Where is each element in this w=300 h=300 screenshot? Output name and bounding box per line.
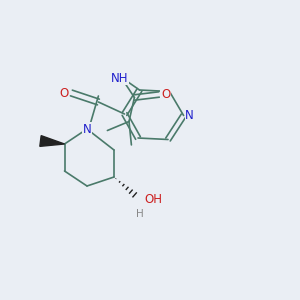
Text: O: O (59, 86, 68, 100)
Polygon shape (40, 136, 64, 146)
Text: N: N (82, 122, 91, 136)
Text: NH: NH (111, 71, 129, 85)
Text: N: N (185, 109, 194, 122)
Text: H: H (136, 209, 143, 219)
Text: OH: OH (144, 193, 162, 206)
Text: O: O (161, 88, 170, 101)
